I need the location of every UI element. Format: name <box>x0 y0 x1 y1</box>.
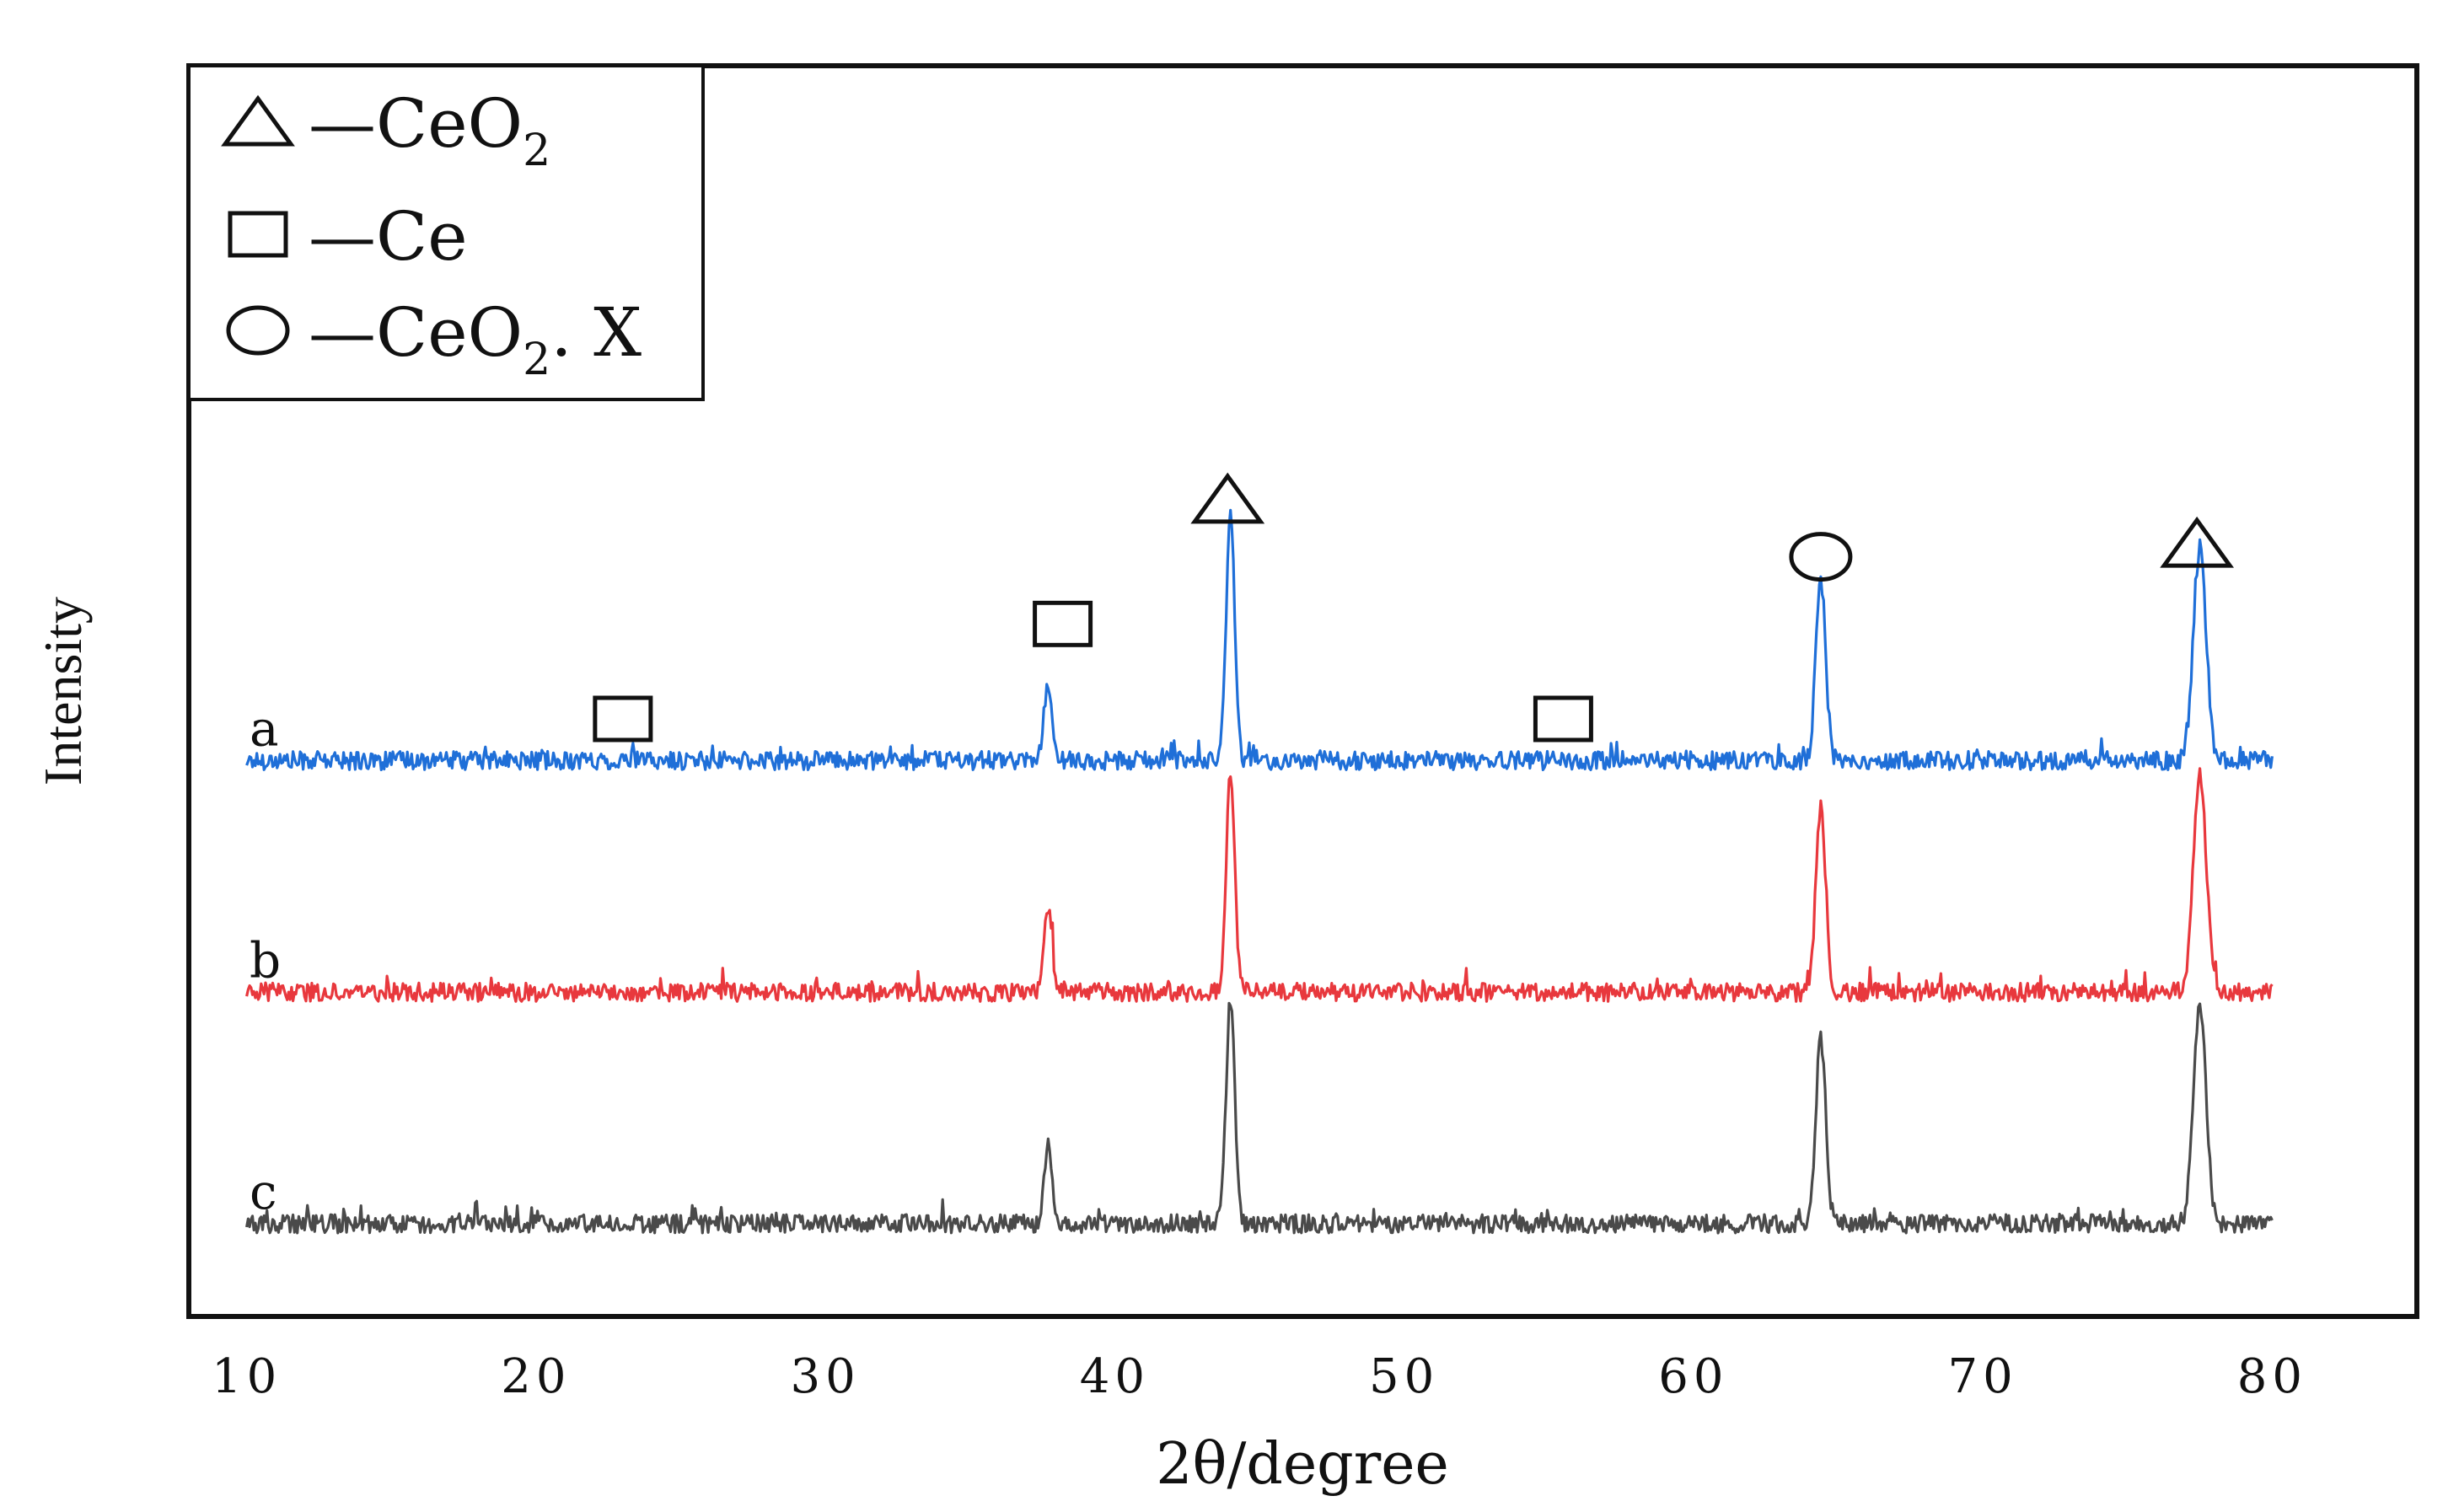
x-tick-label: 40 <box>1080 1349 1150 1404</box>
annotation-triangle-2 <box>1190 472 1265 524</box>
legend-label: —Ce <box>309 197 468 276</box>
y-axis-label: Intensity <box>33 597 93 785</box>
legend-label: —CeO2. X <box>309 293 642 385</box>
x-tick-label: 60 <box>1658 1349 1728 1404</box>
series-labels: a b c <box>250 700 281 1220</box>
peak-annotations <box>593 472 2235 743</box>
annotation-square-1 <box>1033 600 1093 647</box>
x-tick-labels: 10 20 30 40 50 60 70 80 <box>212 1349 2307 1404</box>
x-tick-label: 30 <box>791 1349 861 1404</box>
x-axis-label: 2θ/degree <box>1156 1431 1448 1498</box>
legend-entry-2: —CeO2. X <box>226 293 642 385</box>
legend-entry-0: —CeO2 <box>221 84 550 176</box>
annotation-square-3 <box>1533 695 1593 743</box>
series-label-c: c <box>250 1163 277 1220</box>
series-line-c <box>245 1001 2274 1235</box>
series-traces <box>245 508 2274 1235</box>
legend: —CeO2 —Ce —CeO2. X <box>187 64 705 401</box>
legend-label: —CeO2 <box>309 84 550 176</box>
annotation-triangle-5 <box>2160 516 2235 568</box>
annotation-square-0 <box>593 695 653 743</box>
series-label-a: a <box>250 700 279 757</box>
legend-square-marker <box>228 211 288 258</box>
legend-triangle-marker <box>221 94 295 147</box>
x-tick-label: 10 <box>212 1349 282 1404</box>
x-tick-label: 80 <box>2237 1349 2307 1404</box>
series-line-a <box>245 508 2274 771</box>
series-label-b: b <box>250 931 281 989</box>
x-tick-label: 70 <box>1947 1349 2017 1404</box>
legend-circle-marker <box>226 305 290 356</box>
x-tick-label: 50 <box>1369 1349 1439 1404</box>
legend-entry-1: —Ce <box>228 197 468 276</box>
annotation-circle-4 <box>1789 532 1853 582</box>
series-line-b <box>245 767 2274 1003</box>
x-tick-label: 20 <box>501 1349 571 1404</box>
plot-frame <box>186 63 2419 1319</box>
